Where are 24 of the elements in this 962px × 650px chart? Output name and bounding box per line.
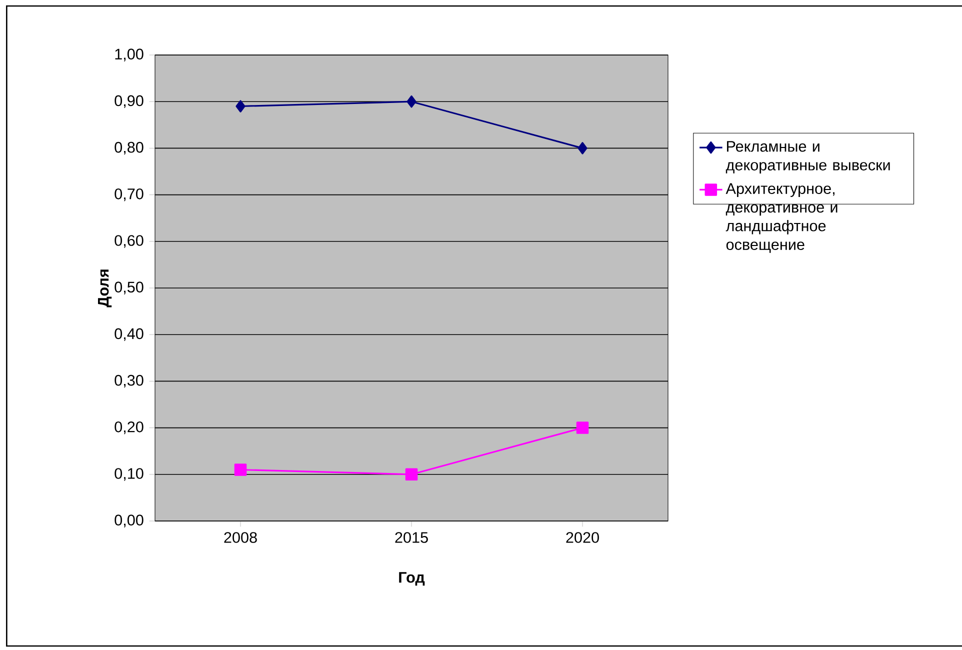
point: [576, 422, 589, 434]
x-axis-title: Год: [399, 572, 425, 586]
y-tick-label: 0,10: [114, 468, 144, 481]
x-tick-label: 2008: [224, 532, 257, 543]
legend-label: Архитектурное, декоративное и ландшафтное освещение: [726, 183, 838, 253]
y-tick-label: 0,50: [114, 282, 144, 294]
legend-label: Рекламные и декоративные вывески: [726, 141, 890, 174]
y-tick-label: 0,70: [114, 188, 144, 202]
y-tick-label: 0,40: [114, 328, 144, 341]
x-tick-label: 2020: [566, 532, 599, 543]
y-tick-label: 0,90: [114, 95, 144, 108]
y-tick-label: 0,30: [114, 374, 144, 388]
y-tick-label: 0,80: [114, 142, 144, 155]
x-tick-label: 2015: [395, 532, 428, 543]
y-tick-label: 0,00: [114, 514, 144, 528]
y-tick-label: 0,60: [114, 235, 144, 248]
point: [406, 95, 416, 108]
point: [405, 468, 418, 481]
point: [234, 464, 247, 476]
y-tick-label: 0,20: [114, 421, 144, 434]
y-axis-title: Доля: [98, 270, 112, 308]
point: [578, 142, 588, 154]
y-tick-label: 1,00: [115, 48, 144, 62]
point: [236, 100, 246, 112]
